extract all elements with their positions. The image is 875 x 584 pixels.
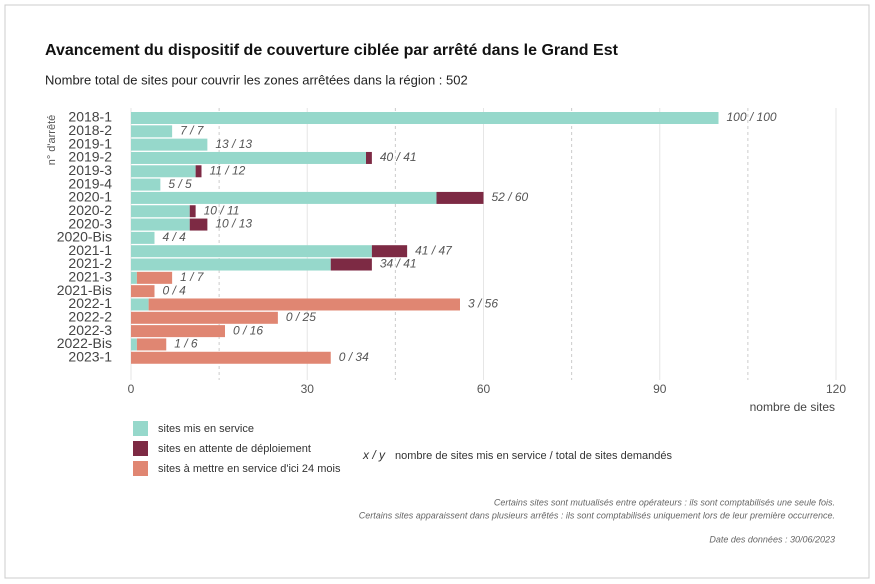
x-tick-label: 30 — [301, 382, 315, 396]
key-text: nombre de sites mis en service / total d… — [395, 450, 672, 462]
y-tick-label: 2022-3 — [68, 322, 112, 338]
value-label: 41 / 47 — [415, 243, 453, 257]
bar-segment — [131, 285, 155, 298]
y-tick-label: 2022-2 — [68, 309, 112, 325]
value-label: 1 / 7 — [180, 270, 205, 284]
y-tick-label: 2018-2 — [68, 122, 112, 138]
y-tick-label: 2021-2 — [68, 255, 112, 271]
value-label: 4 / 4 — [163, 230, 187, 244]
bar-segment — [330, 258, 372, 271]
key-symbol: x / y — [362, 448, 386, 462]
bar-segment — [195, 165, 202, 178]
bar-segment — [131, 205, 190, 218]
legend-swatch — [133, 421, 148, 436]
y-tick-label: 2019-2 — [68, 149, 112, 165]
value-label: 0 / 25 — [286, 310, 316, 324]
value-label: 0 / 16 — [233, 323, 263, 337]
bar-segment — [136, 338, 167, 351]
bar-segment — [366, 151, 372, 164]
bar-segment — [131, 191, 437, 204]
y-tick-label: 2020-1 — [68, 189, 112, 205]
y-tick-label: 2018-1 — [68, 109, 112, 125]
bar-segment — [131, 165, 196, 178]
y-tick-label: 2019-1 — [68, 135, 112, 151]
x-tick-label: 90 — [653, 382, 667, 396]
value-label: 10 / 13 — [215, 217, 252, 231]
legend-label: sites à mettre en service d'ici 24 mois — [158, 463, 341, 475]
bar-segment — [131, 138, 208, 151]
y-tick-label: 2020-2 — [68, 202, 112, 218]
bar-segment — [436, 191, 484, 204]
value-label: 0 / 4 — [163, 283, 187, 297]
value-label: 10 / 11 — [204, 203, 240, 217]
x-tick-label: 120 — [826, 382, 846, 396]
y-tick-label: 2021-3 — [68, 269, 112, 285]
y-tick-label: 2022-Bis — [57, 335, 112, 351]
value-label: 0 / 34 — [339, 350, 369, 364]
bar-segment — [131, 298, 149, 311]
bar-segment — [131, 271, 137, 284]
bar-segment — [131, 151, 366, 164]
legend-swatch — [133, 441, 148, 456]
bar-segment — [131, 351, 331, 364]
y-tick-label: 2019-3 — [68, 162, 112, 178]
y-tick-label: 2020-Bis — [57, 229, 112, 245]
value-label: 100 / 100 — [727, 110, 777, 124]
legend-label: sites en attente de déploiement — [158, 443, 311, 455]
y-tick-label: 2021-1 — [68, 242, 112, 258]
value-label: 34 / 41 — [380, 257, 417, 271]
value-label: 1 / 6 — [174, 337, 198, 351]
bar-segment — [131, 325, 225, 338]
x-tick-label: 0 — [128, 382, 135, 396]
bar-segment — [131, 311, 278, 324]
bar-segment — [189, 205, 196, 218]
bar-segment — [131, 258, 331, 271]
value-label: 40 / 41 — [380, 150, 417, 164]
y-tick-label: 2023-1 — [68, 348, 112, 364]
bar-segment — [131, 178, 161, 191]
y-tick-label: 2020-3 — [68, 215, 112, 231]
bar-segment — [131, 218, 190, 231]
date: Date des données : 30/06/2023 — [709, 534, 835, 544]
bar-segment — [131, 338, 137, 351]
value-label: 7 / 7 — [180, 123, 205, 137]
y-tick-label: 2021-Bis — [57, 282, 112, 298]
bar-segment — [131, 112, 719, 124]
bar-segment — [371, 245, 408, 258]
value-label: 5 / 5 — [168, 177, 192, 191]
y-tick-label: 2022-1 — [68, 295, 112, 311]
y-tick-label: 2019-4 — [68, 175, 112, 191]
chart-subtitle: Nombre total de sites pour couvrir les z… — [45, 72, 468, 87]
value-label: 3 / 56 — [468, 297, 498, 311]
bar-segment — [148, 298, 460, 311]
bar-segment — [189, 218, 208, 231]
chart-title: Avancement du dispositif de couverture c… — [45, 42, 619, 59]
value-label: 11 / 12 — [210, 163, 246, 177]
bar-segment — [131, 125, 173, 138]
value-label: 52 / 60 — [492, 190, 529, 204]
legend-label: sites mis en service — [158, 423, 254, 435]
bar-segment — [136, 271, 173, 284]
bar-segment — [131, 245, 372, 258]
value-label: 13 / 13 — [215, 137, 252, 151]
legend-swatch — [133, 461, 148, 476]
note: Certains sites apparaissent dans plusieu… — [359, 510, 835, 520]
note: Certains sites sont mutualisés entre opé… — [494, 497, 835, 507]
x-tick-label: 60 — [477, 382, 491, 396]
y-axis-label: n° d'arrêté — [46, 115, 58, 166]
bar-segment — [131, 231, 155, 244]
x-axis-label: nombre de sites — [750, 400, 835, 414]
